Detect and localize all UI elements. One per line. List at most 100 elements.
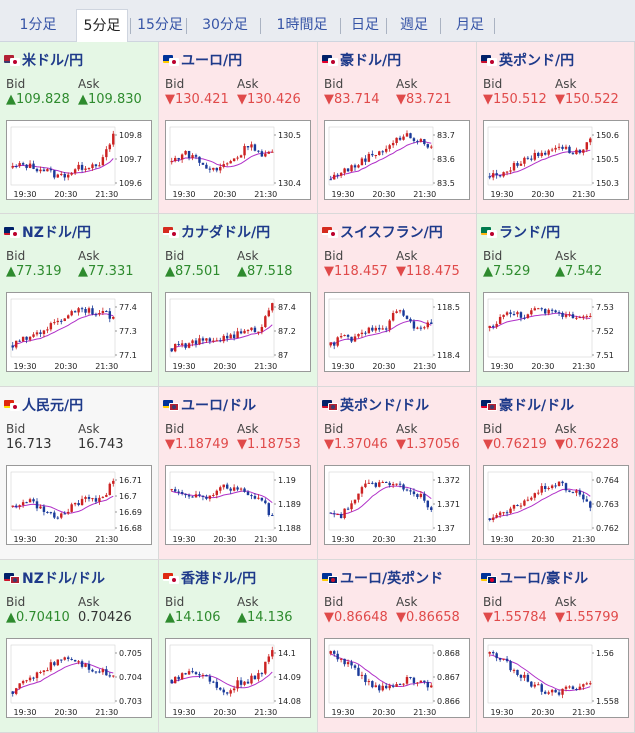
mini-chart[interactable]: 83.7 83.6 83.5 19:30 20:30 21:30 bbox=[324, 120, 470, 200]
candle bbox=[39, 166, 42, 174]
tab-2[interactable]: 15分足 bbox=[137, 17, 183, 33]
pair-title[interactable]: 豪ドル/ドル bbox=[481, 395, 574, 415]
pair-title[interactable]: カナダドル/円 bbox=[163, 222, 270, 242]
pair-title[interactable]: 英ポンド/円 bbox=[481, 50, 574, 70]
bid-value: ▼83.714 bbox=[324, 92, 380, 107]
x-tick-label: 21:30 bbox=[413, 190, 436, 199]
tab-3[interactable]: 30分足 bbox=[202, 17, 248, 33]
nz-us-flag-icon bbox=[4, 572, 20, 584]
pair-title[interactable]: 米ドル/円 bbox=[4, 50, 83, 70]
candle bbox=[378, 150, 381, 156]
candle bbox=[112, 130, 115, 147]
rate-card[interactable]: ユーロ/円 Bid Ask ▼130.421 ▼130.426 130.5 130.4 19:… bbox=[159, 42, 318, 214]
pair-title[interactable]: NZドル/円 bbox=[4, 222, 91, 242]
x-tick-label: 21:30 bbox=[254, 190, 277, 199]
candle bbox=[540, 150, 543, 158]
pair-title[interactable]: スイスフラン/円 bbox=[322, 222, 443, 242]
pair-title[interactable]: NZドル/ドル bbox=[4, 568, 105, 588]
moving-average-line bbox=[330, 653, 432, 688]
mini-chart[interactable]: 118.5 118.4 19:30 20:30 21:30 bbox=[324, 292, 470, 372]
candle bbox=[250, 141, 253, 151]
pair-title[interactable]: ユーロ/ドル bbox=[163, 395, 256, 415]
mini-chart[interactable]: 7.53 7.52 7.51 19:30 20:30 21:30 bbox=[483, 292, 629, 372]
mini-chart[interactable]: 14.1 14.09 14.08 19:30 20:30 21:30 bbox=[165, 638, 311, 718]
candle bbox=[60, 171, 63, 177]
candle bbox=[346, 659, 350, 668]
rate-card[interactable]: ユーロ/ドル Bid Ask ▼1.18749 ▼1.18753 1.19 1.189 1.1… bbox=[159, 387, 318, 560]
pair-title[interactable]: 人民元/円 bbox=[4, 395, 83, 415]
mini-chart[interactable]: 0.868 0.867 0.866 19:30 20:30 21:30 bbox=[324, 638, 470, 718]
rate-card[interactable]: ユーロ/豪ドル Bid Ask ▼1.55784 ▼1.55799 1.56 1.558 19… bbox=[477, 560, 635, 733]
candle bbox=[564, 685, 568, 692]
candle bbox=[543, 308, 547, 316]
pair-title[interactable]: ランド/円 bbox=[481, 222, 560, 242]
mini-chart[interactable]: 130.5 130.4 19:30 20:30 21:30 bbox=[165, 120, 311, 200]
pair-title[interactable]: ユーロ/豪ドル bbox=[481, 568, 588, 588]
mini-chart[interactable]: 1.56 1.558 19:30 20:30 21:30 bbox=[483, 638, 629, 718]
mini-chart[interactable]: 87.4 87.2 87 19:30 20:30 21:30 bbox=[165, 292, 311, 372]
rate-card[interactable]: ユーロ/英ポンド Bid Ask ▼0.86648 ▼0.86658 0.868 0.867… bbox=[318, 560, 477, 733]
candle bbox=[91, 162, 94, 171]
tab-4[interactable]: 1時間足 bbox=[276, 17, 328, 33]
candle bbox=[194, 490, 198, 498]
candle bbox=[80, 659, 84, 669]
candle bbox=[519, 161, 523, 166]
candle bbox=[409, 487, 412, 495]
x-tick-label: 19:30 bbox=[172, 708, 195, 717]
bid-value: ▼130.421 bbox=[165, 92, 229, 107]
rate-card[interactable]: 米ドル/円 Bid Ask ▲109.828 ▲109.830 109.8 109.7 109… bbox=[0, 42, 159, 214]
rate-card[interactable]: 豪ドル/円 Bid Ask ▼83.714 ▼83.721 83.7 83.6 83.5 19:… bbox=[318, 42, 477, 214]
pair-title[interactable]: 英ポンド/ドル bbox=[322, 395, 429, 415]
mini-chart[interactable]: 0.764 0.763 0.762 19:30 20:30 21:30 bbox=[483, 465, 629, 545]
rate-card[interactable]: 香港ドル/円 Bid Ask ▲14.106 ▲14.136 14.1 14.09 14.08… bbox=[159, 560, 318, 733]
rate-card[interactable]: NZドル/ドル Bid Ask ▲0.70410 0.70426 0.705 0.704 0.… bbox=[0, 560, 159, 733]
mini-chart[interactable]: 1.19 1.189 1.188 19:30 20:30 21:30 bbox=[165, 465, 311, 545]
candle bbox=[173, 676, 177, 684]
mini-chart[interactable]: 109.8 109.7 109.6 19:30 20:30 21:30 bbox=[6, 120, 152, 200]
rate-card[interactable]: NZドル/円 Bid Ask ▲77.319 ▲77.331 77.4 77.3 77.1 19… bbox=[0, 214, 159, 387]
candle bbox=[170, 348, 173, 353]
candle bbox=[25, 163, 28, 171]
rate-card[interactable]: ランド/円 Bid Ask ▲7.529 ▲7.542 7.53 7.52 7.51 19:30… bbox=[477, 214, 635, 387]
mini-chart[interactable]: 1.372 1.371 1.37 19:30 20:30 21:30 bbox=[324, 465, 470, 545]
mini-chart[interactable]: 150.6 150.5 150.3 19:30 20:30 21:30 bbox=[483, 120, 629, 200]
candle bbox=[70, 657, 73, 661]
bid-label: Bid bbox=[324, 595, 344, 609]
candle bbox=[14, 687, 18, 696]
candle bbox=[222, 687, 225, 696]
tab-0[interactable]: 1分足 bbox=[19, 17, 57, 33]
rate-card[interactable]: 豪ドル/ドル Bid Ask ▼0.76219 ▼0.76228 0.764 0.763 0.… bbox=[477, 387, 635, 560]
x-tick-label: 20:30 bbox=[54, 708, 77, 717]
mini-chart[interactable]: 77.4 77.3 77.1 19:30 20:30 21:30 bbox=[6, 292, 152, 372]
mini-chart[interactable]: 0.705 0.704 0.703 19:30 20:30 21:30 bbox=[6, 638, 152, 718]
candle bbox=[550, 308, 554, 314]
rate-card[interactable]: 英ポンド/円 Bid Ask ▼150.512 ▼150.522 150.6 150.5 15… bbox=[477, 42, 635, 214]
candle bbox=[35, 498, 39, 512]
candle bbox=[246, 490, 250, 496]
candle bbox=[70, 309, 73, 317]
pair-title[interactable]: ユーロ/円 bbox=[163, 50, 242, 70]
tab-6[interactable]: 週足 bbox=[400, 17, 428, 33]
pair-title[interactable]: ユーロ/英ポンド bbox=[322, 568, 443, 588]
y-tick-label: 118.4 bbox=[437, 351, 460, 360]
rate-card[interactable]: カナダドル/円 Bid Ask ▲87.501 ▲87.518 87.4 87.2 87 19:… bbox=[159, 214, 318, 387]
ask-value: ▼130.426 bbox=[237, 92, 301, 107]
tab-5[interactable]: 日足 bbox=[351, 17, 379, 33]
pair-title[interactable]: 豪ドル/円 bbox=[322, 50, 401, 70]
ask-value: ▼1.18753 bbox=[237, 437, 301, 452]
candle bbox=[80, 495, 84, 506]
y-tick-label: 1.56 bbox=[596, 649, 614, 658]
tab-7[interactable]: 月足 bbox=[456, 17, 484, 33]
rate-card[interactable]: 人民元/円 Bid Ask 16.713 16.743 16.71 16.7 16.69 16.… bbox=[0, 387, 159, 560]
rate-card[interactable]: 英ポンド/ドル Bid Ask ▼1.37046 ▼1.37056 1.372 1.371 1… bbox=[318, 387, 477, 560]
candle bbox=[243, 680, 246, 687]
mini-chart[interactable]: 16.71 16.7 16.69 16.68 19:30 20:30 21:30 bbox=[6, 465, 152, 545]
candle bbox=[575, 489, 578, 497]
moving-average-line bbox=[171, 490, 273, 503]
rate-card[interactable]: スイスフラン/円 Bid Ask ▼118.457 ▼118.475 118.5 118.4… bbox=[318, 214, 477, 387]
candlestick-chart: 118.5 118.4 19:30 20:30 21:30 bbox=[328, 298, 460, 371]
pair-title[interactable]: 香港ドル/円 bbox=[163, 568, 256, 588]
tab-1[interactable]: 5分足 bbox=[76, 9, 128, 43]
candle bbox=[526, 156, 530, 160]
candle bbox=[419, 137, 423, 143]
